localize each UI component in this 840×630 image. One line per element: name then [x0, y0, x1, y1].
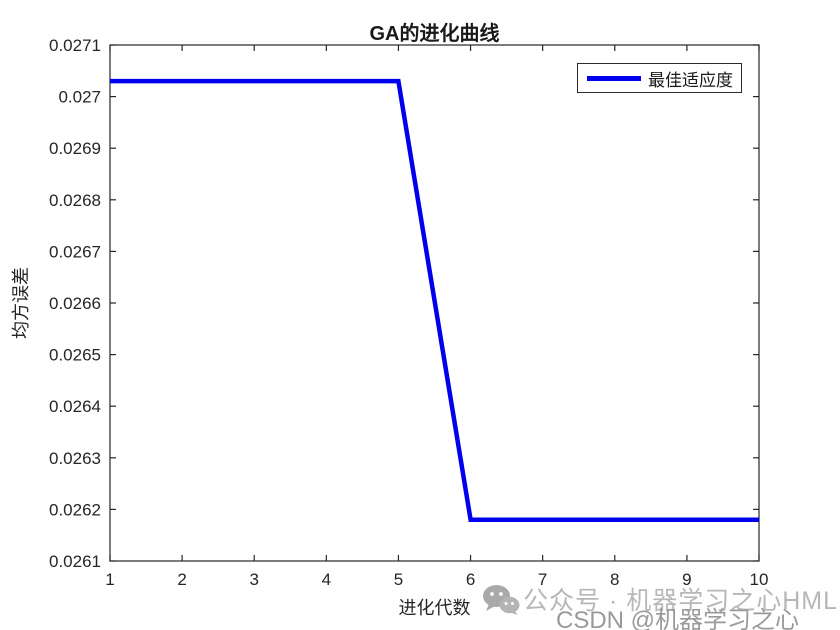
legend-line-swatch	[587, 75, 641, 81]
wechat-icon	[482, 584, 520, 620]
csdn-watermark-text: CSDN @机器学习之心	[556, 607, 800, 630]
y-axis-label: 均方误差	[11, 267, 31, 339]
y-tick-label: 0.027	[58, 88, 101, 107]
x-tick-label: 10	[750, 570, 769, 589]
x-tick-label: 9	[682, 570, 691, 589]
y-tick-label: 0.0263	[49, 449, 101, 468]
y-tick-label: 0.0267	[49, 242, 101, 261]
x-tick-label: 5	[394, 570, 403, 589]
x-tick-label: 2	[177, 570, 186, 589]
y-tick-label: 0.0266	[49, 294, 101, 313]
x-tick-label: 6	[466, 570, 475, 589]
y-tick-label: 0.0262	[49, 500, 101, 519]
x-tick-label: 7	[538, 570, 547, 589]
legend: 最佳适应度	[577, 63, 742, 93]
y-tick-label: 0.0268	[49, 191, 101, 210]
y-tick-label: 0.0271	[49, 36, 101, 55]
legend-entry-label: 最佳适应度	[648, 70, 733, 90]
y-tick-label: 0.0264	[49, 397, 101, 416]
chart-title: GA的进化曲线	[369, 23, 500, 45]
best-fitness-line	[110, 78, 759, 522]
x-tick-label: 3	[249, 570, 258, 589]
y-tick-label: 0.0261	[49, 552, 101, 571]
axes-frame	[109, 44, 760, 562]
wechat-watermark-text: 公众号 · 机器学习之心HML	[523, 587, 839, 615]
x-axis-label: 进化代数	[398, 598, 471, 618]
y-tick-label: 0.0265	[49, 346, 101, 365]
x-tick-label: 8	[610, 570, 619, 589]
x-tick-label: 4	[322, 570, 331, 589]
x-tick-label: 1	[105, 570, 114, 589]
y-tick-label: 0.0269	[49, 139, 101, 158]
